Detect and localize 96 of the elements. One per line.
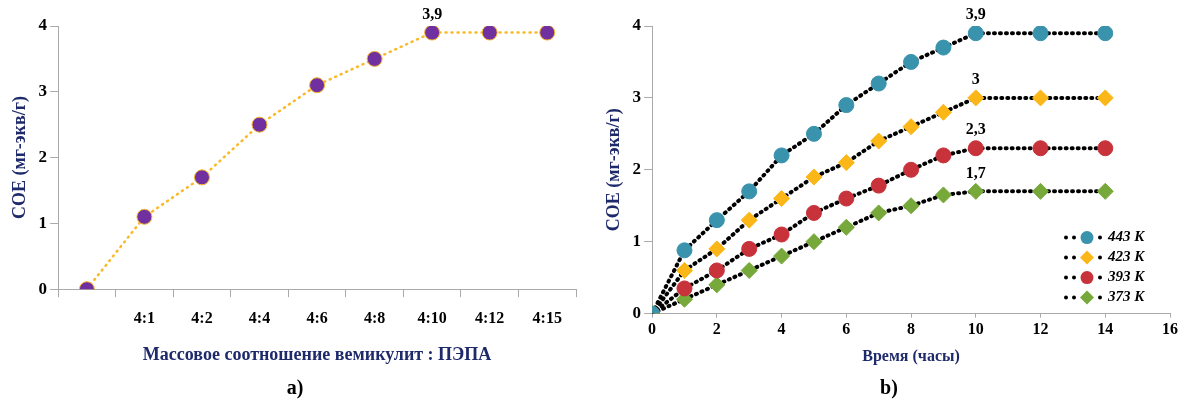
legend-label: 373 K [1107,288,1146,305]
point [1097,140,1114,157]
point [805,204,822,221]
point [837,154,855,172]
legend-label: 393 K [1107,268,1146,285]
point [837,218,855,236]
x-tick-label: 4:1 [133,308,156,326]
x-tick-label: 12 [1032,320,1049,338]
legend-label: 423 K [1107,248,1146,265]
point [935,39,952,56]
point [309,77,326,94]
point [708,276,726,294]
point [1032,26,1049,42]
x-tick-label: 8 [907,320,916,338]
text: a) [285,376,305,399]
point [1097,26,1114,42]
point [773,147,790,164]
point [902,197,920,215]
y-tick-label: 3 [632,87,642,107]
point [902,118,920,136]
y-axis-title: СОЕ (мг-экв/г) [603,108,625,232]
point [708,240,726,258]
point [740,211,758,229]
y-tick-label: 2 [38,146,48,166]
point [870,132,888,150]
legend-label: 443 K [1107,228,1146,245]
point [903,53,920,70]
point [967,26,984,42]
x-tick-label: 14 [1097,320,1114,338]
x-tick-label: 4:15 [532,308,562,326]
point [870,204,888,222]
text: b) [879,376,899,399]
annotation: 1,7 [965,163,986,181]
point [193,169,210,186]
x-tick-label: 10 [967,320,984,338]
point [967,182,985,200]
point [1032,140,1049,157]
point [773,247,791,265]
annotation: 3,9 [422,4,443,22]
point [903,161,920,178]
point [773,226,790,243]
point [675,261,693,279]
point [870,177,887,194]
x-axis-title: Массовое соотношение вемикулит : ПЭПА [142,343,492,364]
y-tick-label: 4 [38,15,48,35]
point [967,140,984,157]
y-tick-label: 1 [38,212,48,232]
x-tick-label: 4:6 [306,308,328,326]
point [481,26,498,41]
y-tick-label: 2 [632,159,642,179]
x-tick-label: 6 [842,320,851,338]
point [366,50,383,67]
point [805,168,823,186]
point [251,116,268,133]
point [1096,89,1114,107]
point [805,233,823,251]
y-tick-label: 0 [38,278,48,298]
point [740,261,758,279]
x-tick-label: 4:2 [191,308,213,326]
y-tick-label: 3 [38,81,48,101]
y-axis-title: СОЕ (мг-экв/г) [9,96,31,220]
x-tick-label: 4:12 [475,308,505,326]
annotation: 3 [971,70,980,88]
point [539,26,556,41]
point [773,190,791,208]
point [708,212,725,229]
point [934,186,952,204]
point [838,97,855,114]
point [1032,89,1050,107]
point [424,26,441,41]
x-tick-label: 4:10 [417,308,447,326]
point [805,125,822,142]
point [741,183,758,200]
x-axis-title: Время (часы) [862,346,960,365]
point [708,262,725,279]
point [934,103,952,121]
point [741,240,758,257]
point [1032,182,1050,200]
point [935,147,952,164]
point [1096,182,1114,200]
y-tick-label: 1 [632,231,642,251]
point [676,280,693,297]
point [136,208,153,225]
x-tick-label: 16 [1162,320,1178,338]
annotation: 3,9 [965,5,986,23]
point [676,242,693,259]
x-tick-label: 0 [648,320,657,338]
y-tick-label: 4 [632,15,642,35]
x-tick-label: 2 [712,320,721,338]
point [967,89,985,107]
x-tick-label: 4:8 [363,308,386,326]
x-tick-label: 4 [777,320,786,338]
annotation: 2,3 [965,120,986,138]
point [838,190,855,207]
point [870,75,887,92]
x-tick-label: 4:4 [248,308,271,326]
